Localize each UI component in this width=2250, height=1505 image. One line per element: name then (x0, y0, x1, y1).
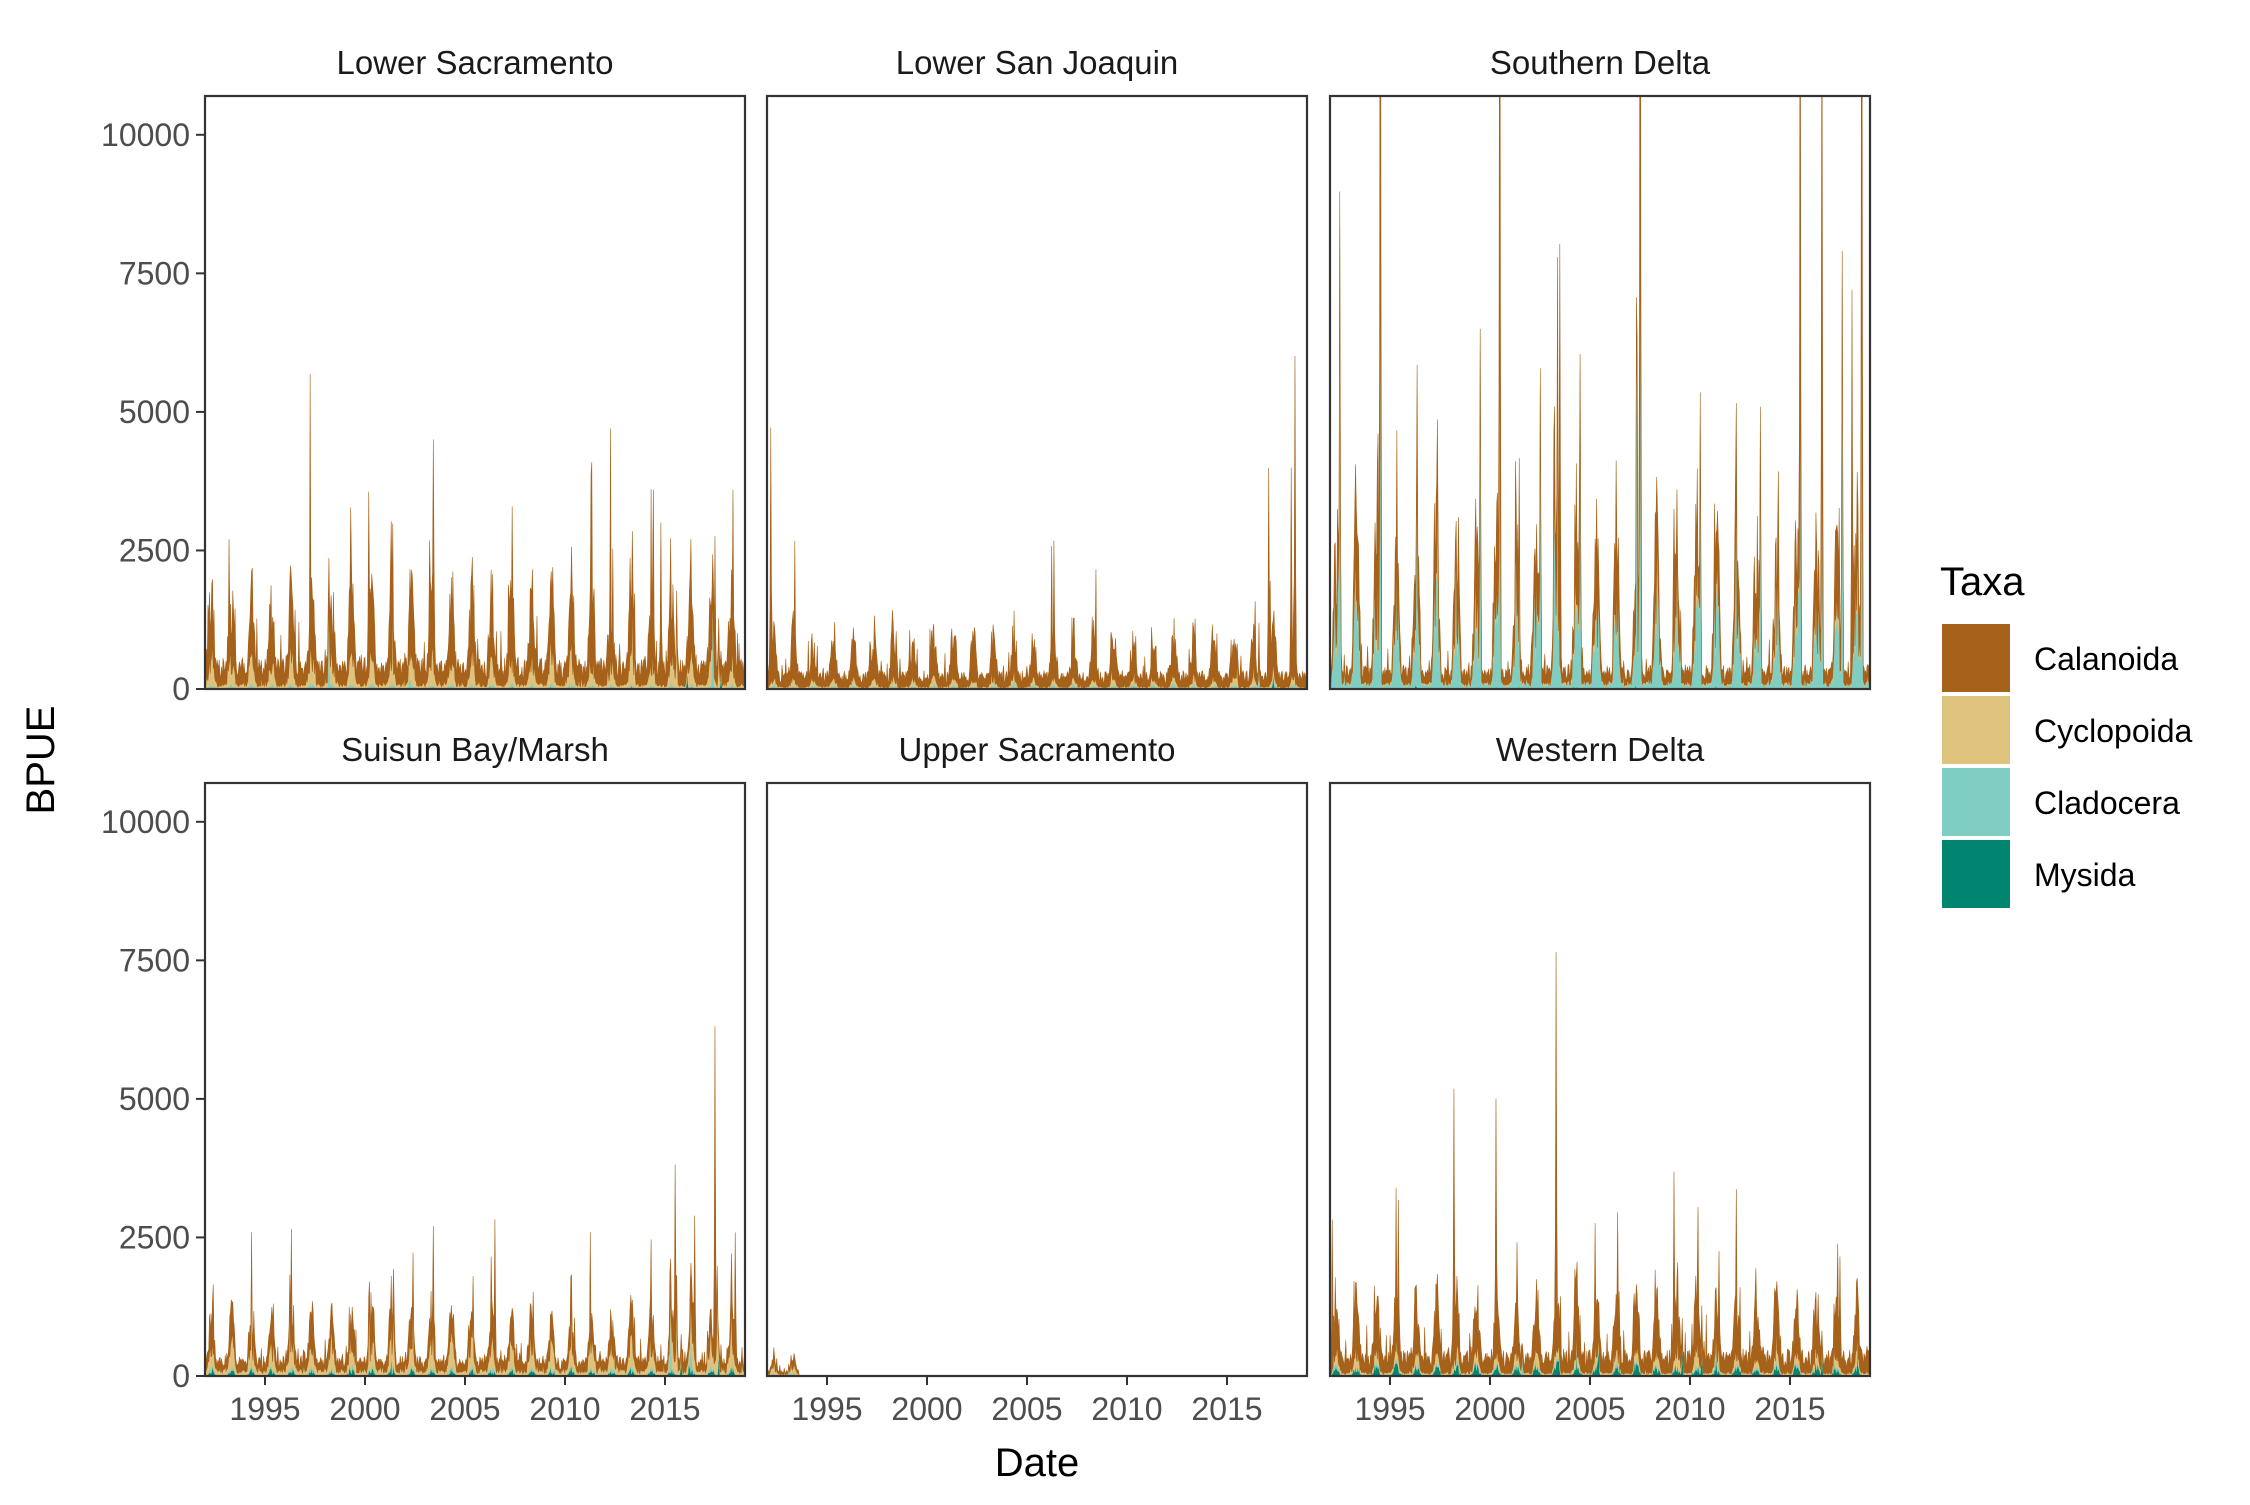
x-tick-label: 2005 (429, 1391, 500, 1427)
y-tick-label: 0 (172, 1358, 190, 1394)
legend-label-mysida: Mysida (2034, 857, 2136, 893)
panel-title-lower-san-joaquin: Lower San Joaquin (896, 44, 1179, 81)
x-tick-label: 2010 (1654, 1391, 1725, 1427)
area-upper-sacramento-cyclopoida (767, 1360, 1307, 1376)
x-tick-label: 1995 (791, 1391, 862, 1427)
y-tick-label: 10000 (101, 117, 190, 153)
panel-border-suisun-bay-marsh (203, 781, 747, 1378)
y-tick-label: 0 (172, 671, 190, 707)
y-tick-label: 5000 (119, 394, 190, 430)
legend: Taxa Calanoida Cyclopoida Cladocera Mysida (1940, 560, 2193, 908)
panel-title-southern-delta: Southern Delta (1490, 44, 1711, 81)
panel-areas-suisun-bay-marsh (205, 1026, 745, 1376)
x-axis-title: Date (995, 1441, 1080, 1485)
x-tick-label: 2005 (991, 1391, 1062, 1427)
y-tick-label: 5000 (119, 1081, 190, 1117)
y-axis-title: BPUE (19, 706, 63, 815)
panel-areas-southern-delta (1330, 96, 1870, 689)
y-tick-label: 7500 (119, 942, 190, 978)
panel-areas-lower-sacramento (205, 373, 745, 689)
legend-label-cladocera: Cladocera (2034, 785, 2180, 821)
legend-label-cyclopoida: Cyclopoida (2034, 713, 2193, 749)
panel-title-suisun-bay-marsh: Suisun Bay/Marsh (341, 731, 609, 768)
legend-key-mysida (1942, 840, 2010, 908)
area-upper-sacramento-calanoida (767, 1347, 1307, 1376)
legend-key-cladocera (1942, 768, 2010, 836)
panel-title-upper-sacramento: Upper Sacramento (899, 731, 1176, 768)
x-tick-label: 2000 (891, 1391, 962, 1427)
panel-title-western-delta: Western Delta (1496, 731, 1705, 768)
panel-lower-sacramento: Lower Sacramento 0 2500 5000 7500 10000 (101, 44, 747, 707)
panel-suisun-bay-marsh: Suisun Bay/Marsh 0 2500 5000 7500 10000 1995 20… (101, 731, 747, 1427)
x-tick-label: 2000 (1454, 1391, 1525, 1427)
panel-western-delta: Western Delta 1995 2000 2005 2010 2015 (1328, 731, 1872, 1427)
legend-key-calanoida (1942, 624, 2010, 692)
area-lower-san-joaquin-calanoida (767, 356, 1307, 689)
panel-southern-delta: Southern Delta (1328, 44, 1872, 691)
panel-areas-lower-san-joaquin (767, 356, 1307, 689)
panel-border-lower-san-joaquin (765, 94, 1309, 691)
area-suisun-bay-marsh-calanoida (205, 1026, 745, 1375)
panel-border-western-delta (1328, 781, 1872, 1378)
x-tick-label: 2015 (629, 1391, 700, 1427)
x-tick-label: 2005 (1554, 1391, 1625, 1427)
y-tick-label: 7500 (119, 255, 190, 291)
area-southern-delta-cyclopoida (1330, 159, 1870, 689)
panel-title-lower-sacramento: Lower Sacramento (337, 44, 614, 81)
panel-areas-upper-sacramento (767, 1347, 1307, 1376)
x-tick-label: 2015 (1191, 1391, 1262, 1427)
x-tick-label: 1995 (229, 1391, 300, 1427)
panel-lower-san-joaquin: Lower San Joaquin (765, 44, 1309, 691)
legend-label-calanoida: Calanoida (2034, 641, 2178, 677)
area-southern-delta-cladocera (1330, 162, 1870, 689)
panel-border-southern-delta (1328, 94, 1872, 691)
x-tick-label: 1995 (1354, 1391, 1425, 1427)
panel-border-upper-sacramento (765, 781, 1309, 1378)
x-tick-label: 2015 (1754, 1391, 1825, 1427)
y-tick-label: 2500 (119, 532, 190, 568)
area-western-delta-calanoida (1330, 952, 1870, 1376)
legend-key-cyclopoida (1942, 696, 2010, 764)
x-tick-label: 2000 (329, 1391, 400, 1427)
y-tick-label: 10000 (101, 804, 190, 840)
area-lower-sacramento-calanoida (205, 373, 745, 689)
x-tick-label: 2010 (529, 1391, 600, 1427)
panel-border-lower-sacramento (203, 94, 747, 691)
panel-areas-western-delta (1330, 952, 1870, 1376)
area-southern-delta-calanoida (1330, 96, 1870, 688)
y-tick-label: 2500 (119, 1219, 190, 1255)
x-tick-label: 2010 (1091, 1391, 1162, 1427)
panel-upper-sacramento: Upper Sacramento 1995 2000 2005 2010 2015 (765, 731, 1309, 1427)
legend-title: Taxa (1940, 560, 2025, 604)
